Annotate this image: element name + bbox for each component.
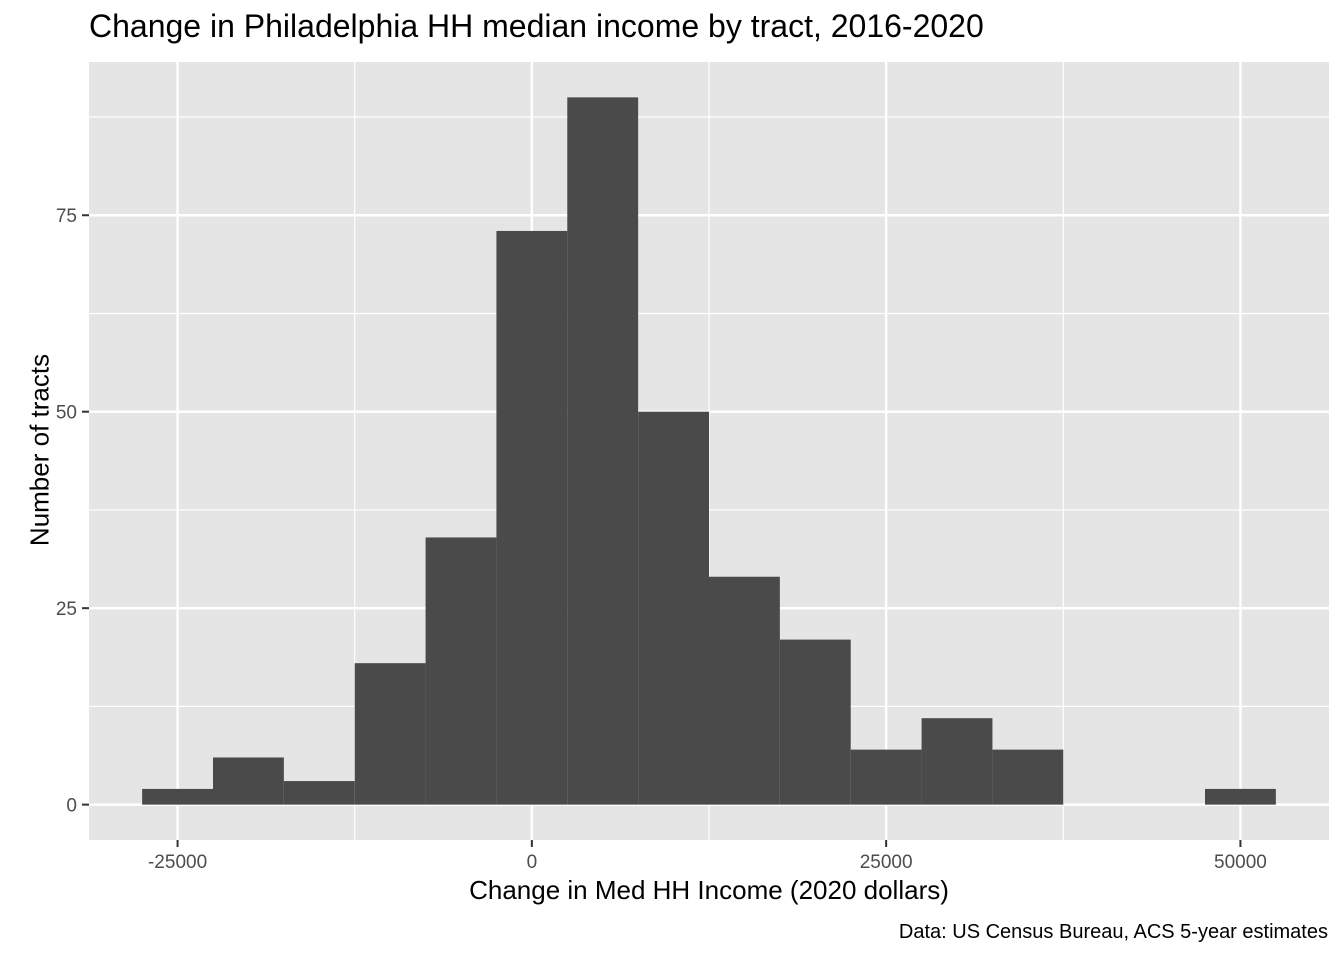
- y-tick-label: 0: [66, 796, 77, 817]
- axes: -25000 0 25000 50000 0 25 50 75: [56, 206, 1267, 873]
- histogram-bar: [213, 757, 284, 805]
- histogram-bar: [142, 788, 213, 805]
- chart-title: Change in Philadelphia HH median income …: [89, 8, 984, 44]
- x-axis-label: Change in Med HH Income (2020 dollars): [469, 875, 949, 905]
- y-tick-label: 25: [56, 599, 77, 620]
- histogram-bar: [425, 537, 497, 805]
- x-tick-label: 25000: [860, 852, 913, 873]
- chart-caption: Data: US Census Bureau, ACS 5-year estim…: [898, 921, 1328, 943]
- x-tick-label: 0: [527, 852, 538, 873]
- histogram-bar: [850, 749, 922, 805]
- histogram-bar: [354, 663, 426, 805]
- histogram-bars: [142, 97, 1276, 805]
- histogram-bar: [567, 97, 639, 805]
- histogram-bar: [638, 411, 709, 805]
- x-tick-label: -25000: [148, 852, 207, 873]
- histogram-bar: [1205, 788, 1276, 805]
- y-tick-label: 50: [56, 403, 77, 424]
- x-tick-label: 50000: [1214, 852, 1267, 873]
- histogram-bar: [921, 718, 993, 805]
- y-axis-label: Number of tracts: [24, 353, 55, 547]
- histogram-bar: [283, 781, 355, 805]
- histogram-bar: [992, 749, 1064, 805]
- histogram-bar: [709, 576, 780, 805]
- y-tick-label: 75: [56, 206, 77, 227]
- histogram-bar: [779, 639, 851, 805]
- histogram-bar: [496, 230, 568, 805]
